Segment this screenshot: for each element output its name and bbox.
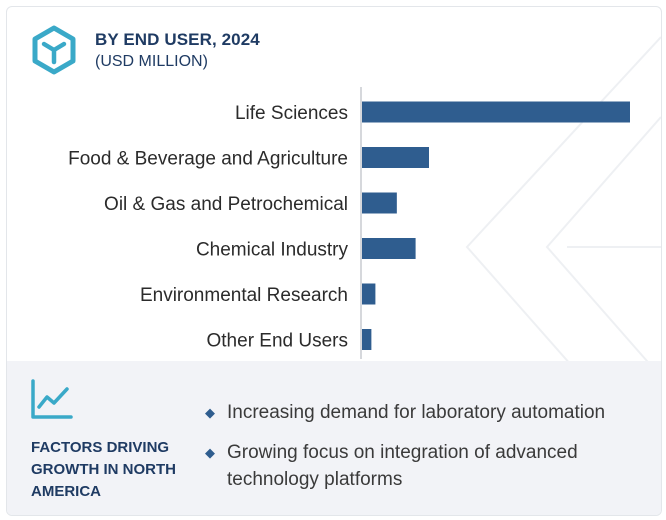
factor-text: Increasing demand for laboratory automat… (227, 402, 606, 423)
growth-factors-panel: FACTORS DRIVING GROWTH IN NORTH AMERICA … (7, 361, 661, 515)
bar-chart: Life Sciences Food & Beverage and Agricul… (68, 87, 630, 359)
factors-title: FACTORS DRIVING GROWTH IN NORTH AMERICA (31, 439, 176, 500)
bar (362, 238, 416, 259)
chart-title: BY END USER, 2024 (95, 30, 260, 49)
bar (362, 283, 376, 305)
diamond-bullet-icon: ◆ (205, 405, 215, 420)
diamond-bullet-icon: ◆ (205, 445, 215, 460)
category-label: Life Sciences (235, 103, 348, 124)
bar (362, 329, 372, 350)
category-label: Chemical Industry (196, 240, 349, 261)
bar (362, 101, 630, 123)
category-label: Food & Beverage and Agriculture (68, 149, 348, 170)
category-label: Other End Users (207, 331, 349, 352)
factor-text: Growing focus on integration of advanced… (227, 442, 578, 490)
factor-item: ◆ Growing focus on integration of advanc… (205, 439, 625, 493)
bar (362, 192, 397, 214)
category-label: Environmental Research (140, 285, 348, 306)
cube-icon (31, 25, 77, 80)
trend-chart-icon (29, 379, 73, 426)
category-label: Oil & Gas and Petrochemical (104, 194, 348, 215)
report-card: BY END USER, 2024 (USD MILLION) Life Sci… (6, 6, 662, 516)
chart-subtitle: (USD MILLION) (95, 53, 208, 70)
bar (362, 147, 429, 168)
factor-item: ◆ Increasing demand for laboratory autom… (205, 399, 655, 426)
